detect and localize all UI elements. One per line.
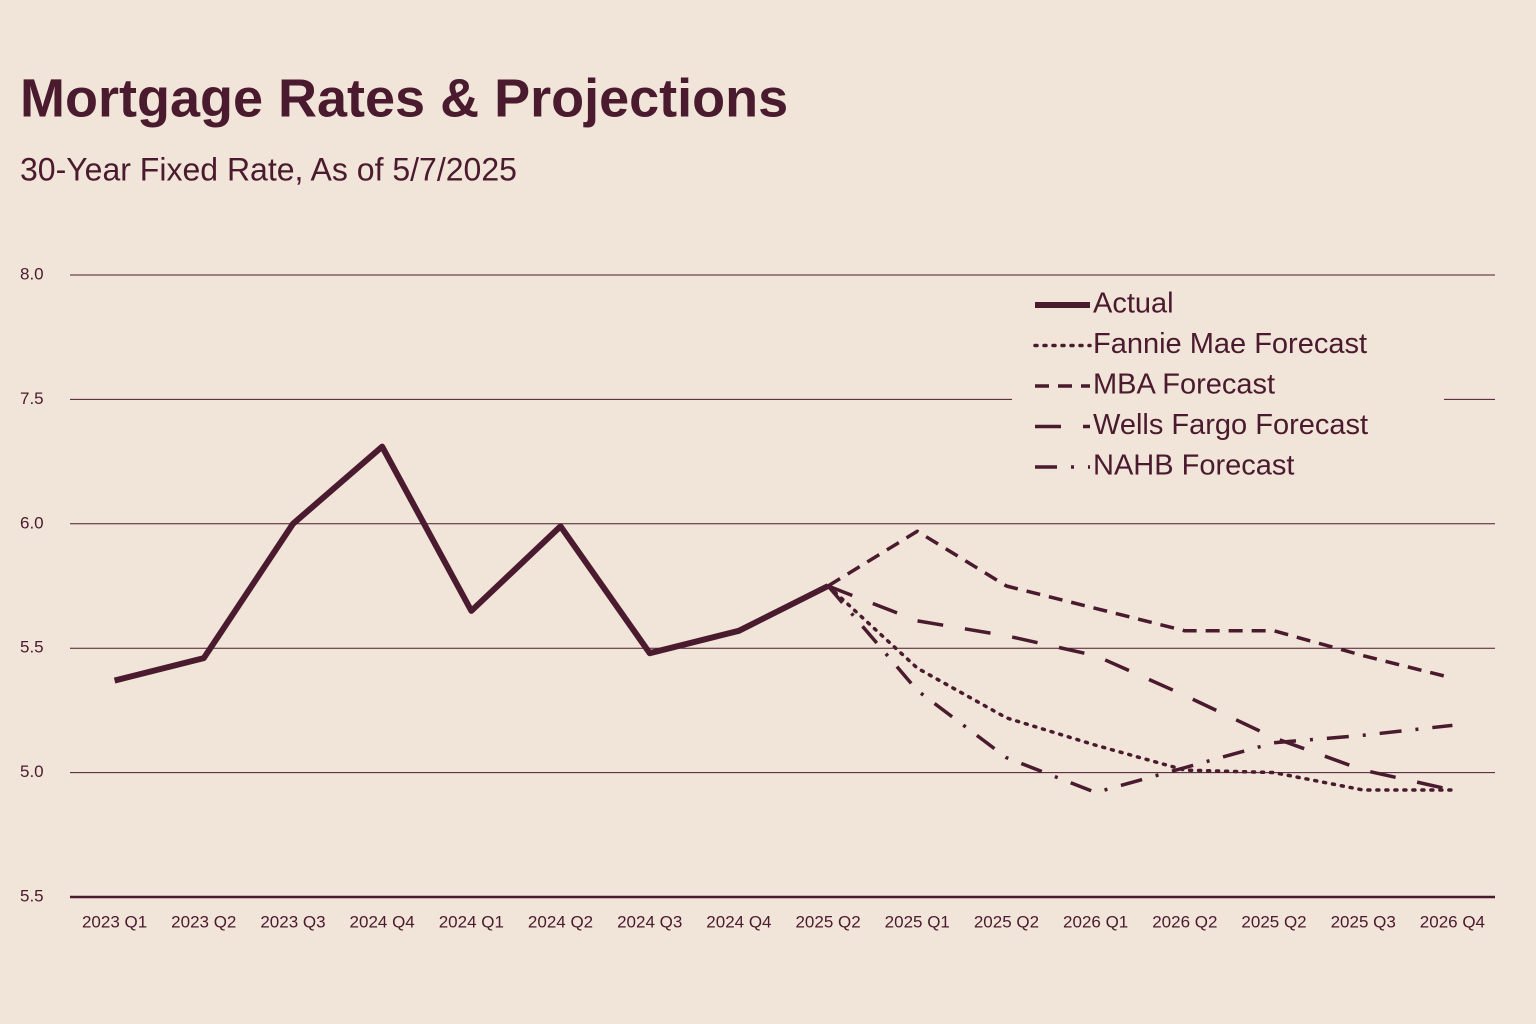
series-line — [113, 443, 830, 684]
series-line — [827, 529, 1453, 680]
y-tick-label: 5.0 — [20, 762, 44, 781]
x-tick-label: 2024 Q4 — [350, 912, 415, 931]
legend-label: Actual — [1093, 288, 1174, 320]
chart-subtitle: 30-Year Fixed Rate, As of 5/7/2025 — [20, 151, 517, 187]
x-tick-label: 2026 Q1 — [1063, 912, 1128, 931]
x-tick-label: 2024 Q2 — [528, 912, 593, 931]
y-tick-label: 5.5 — [20, 886, 44, 905]
y-tick-label: 5.5 — [20, 638, 44, 657]
x-tick-label: 2026 Q4 — [1420, 912, 1485, 931]
y-tick-label: 6.0 — [20, 513, 44, 532]
legend-label: Wells Fargo Forecast — [1093, 409, 1368, 441]
legend-label: NAHB Forecast — [1093, 450, 1294, 482]
x-tick-label: 2024 Q1 — [439, 912, 504, 931]
x-tick-label: 2025 Q2 — [795, 912, 860, 931]
series-line — [827, 584, 1453, 792]
x-tick-label: 2023 Q2 — [171, 912, 236, 931]
chart-title: Mortgage Rates & Projections — [20, 68, 788, 128]
x-tick-label: 2025 Q3 — [1331, 912, 1396, 931]
x-tick-label: 2023 Q1 — [82, 912, 147, 931]
series-line — [826, 584, 1455, 792]
legend-label: Fannie Mae Forecast — [1093, 328, 1367, 360]
x-tick-label: 2025 Q2 — [974, 912, 1039, 931]
x-tick-label: 2025 Q2 — [1241, 912, 1306, 931]
legend-label: MBA Forecast — [1093, 369, 1275, 401]
x-tick-label: 2024 Q3 — [617, 912, 682, 931]
x-tick-label: 2025 Q1 — [885, 912, 950, 931]
x-tick-label: 2026 Q2 — [1152, 912, 1217, 931]
y-tick-label: 8.0 — [20, 264, 44, 283]
y-tick-label: 7.5 — [20, 389, 44, 408]
x-tick-label: 2024 Q4 — [706, 912, 771, 931]
x-tick-label: 2023 Q3 — [260, 912, 325, 931]
series-line — [826, 584, 1453, 795]
